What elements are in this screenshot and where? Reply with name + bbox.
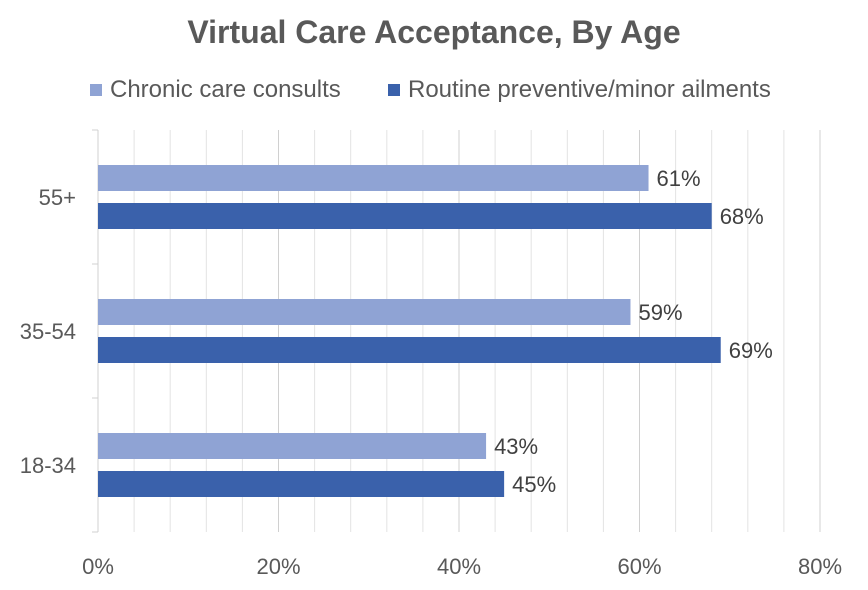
legend-swatch-chronic — [90, 84, 102, 96]
data-label: 43% — [494, 434, 538, 459]
legend-label-routine: Routine preventive/minor ailments — [408, 76, 771, 103]
data-label: 69% — [729, 338, 773, 363]
bar-chronic-35-54 — [98, 299, 631, 325]
bar-routine-55+ — [98, 203, 712, 229]
legend-label-chronic: Chronic care consults — [110, 76, 341, 103]
chart-title: Virtual Care Acceptance, By Age — [187, 14, 681, 50]
data-label: 68% — [720, 204, 764, 229]
data-label: 59% — [638, 300, 682, 325]
legend: Chronic care consults Routine preventive… — [0, 76, 868, 104]
legend-item-routine: Routine preventive/minor ailments — [388, 76, 771, 104]
category-label: 35-54 — [20, 319, 76, 344]
category-label: 18-34 — [20, 453, 76, 478]
x-tick-label: 0% — [82, 554, 114, 579]
legend-swatch-routine — [388, 84, 400, 96]
x-tick-label: 60% — [617, 554, 661, 579]
legend-item-chronic: Chronic care consults — [90, 76, 341, 104]
x-tick-label: 80% — [798, 554, 842, 579]
data-label: 45% — [512, 472, 556, 497]
x-tick-label: 40% — [437, 554, 481, 579]
bar-routine-18-34 — [98, 471, 505, 497]
x-tick-label: 20% — [256, 554, 300, 579]
data-label: 61% — [657, 166, 701, 191]
bar-routine-35-54 — [98, 337, 721, 363]
bar-chronic-55+ — [98, 165, 649, 191]
bar-chronic-18-34 — [98, 433, 487, 459]
category-label: 55+ — [39, 185, 76, 210]
